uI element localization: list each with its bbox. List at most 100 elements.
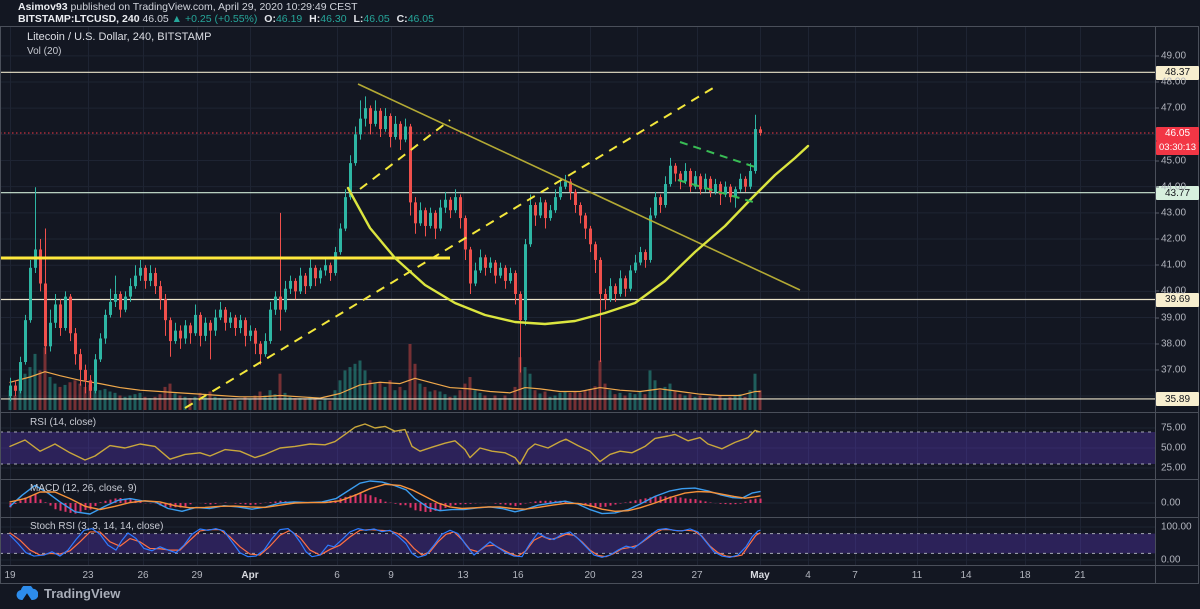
candlestick [439, 207, 442, 229]
volume-bar [313, 399, 317, 410]
candlestick [469, 249, 472, 284]
volume-bar [373, 383, 377, 410]
volume-bar [228, 400, 232, 410]
candlestick [264, 341, 267, 355]
candlestick [584, 215, 587, 229]
volume-bar [543, 391, 547, 410]
drawing-dashed-trendline-short [359, 119, 451, 190]
candlestick [229, 317, 232, 323]
candlestick [714, 184, 717, 192]
volume-bar [243, 396, 247, 410]
volume-bar [203, 396, 207, 410]
tradingview-brand-link[interactable]: TradingView [16, 586, 120, 601]
volume-bar [558, 392, 562, 410]
volume-bar [133, 394, 137, 410]
candlestick [94, 359, 97, 391]
candlestick [649, 215, 652, 260]
time-axis[interactable] [0, 566, 1200, 584]
volume-bar [553, 395, 557, 410]
candlestick [424, 210, 427, 226]
volume-bar [523, 367, 527, 410]
candlestick [204, 322, 207, 336]
candlestick [559, 186, 562, 198]
candlestick [389, 116, 392, 137]
volume-bar [463, 383, 467, 410]
candlestick [604, 293, 607, 300]
candlestick [674, 165, 677, 174]
volume-bar [743, 396, 747, 410]
candlestick [444, 199, 447, 208]
volume-bar [758, 390, 762, 410]
volume-bar [738, 394, 742, 410]
high-label: H: [309, 13, 321, 25]
volume-bar [288, 396, 292, 410]
volume-bar [378, 382, 382, 410]
candlestick [99, 338, 102, 360]
candlestick [634, 262, 637, 271]
candlestick [609, 286, 612, 300]
candlestick [184, 325, 187, 339]
candlestick [104, 314, 107, 339]
macd-line [9, 480, 761, 515]
symbol-line: BITSTAMP:LTCUSD, 240 46.05 ▲ +0.25 (+0.5… [18, 13, 434, 25]
volume-bar [48, 377, 52, 410]
stoch-k-line [9, 528, 761, 558]
high-value: 46.30 [320, 13, 347, 25]
candlestick [554, 197, 557, 211]
candlestick [124, 296, 127, 310]
candlestick [314, 267, 317, 279]
volume-bar [213, 396, 217, 410]
volume-bar [573, 391, 577, 410]
candlestick [134, 275, 137, 287]
volume-bar [388, 380, 392, 410]
candlestick [54, 304, 57, 323]
volume-bar [328, 400, 332, 410]
drawing-descending-trendline [357, 83, 801, 291]
candlestick [654, 197, 657, 216]
volume-bar [248, 399, 252, 410]
candlestick [349, 163, 352, 198]
candlestick [379, 110, 382, 130]
volume-bar [473, 390, 477, 410]
volume-bar [603, 383, 607, 410]
volume-bar [23, 373, 27, 410]
candlestick [214, 317, 217, 331]
candlestick [504, 267, 507, 281]
publish-header: Asimov93 published on TradingView.com, A… [18, 1, 434, 25]
candlestick [279, 296, 282, 310]
volume-bar [303, 399, 307, 410]
close-label: C: [396, 13, 408, 25]
candlestick [709, 178, 712, 192]
volume-bar [593, 386, 597, 410]
candlestick [399, 123, 402, 140]
candlestick [44, 283, 47, 347]
candlestick [269, 309, 272, 342]
candlestick [209, 322, 212, 331]
candlestick [119, 293, 122, 310]
price-axis[interactable] [1155, 26, 1200, 566]
close-value: 46.05 [407, 13, 434, 25]
volume-bar [153, 396, 157, 410]
volume-bar [28, 367, 32, 410]
volume-bar [433, 390, 437, 410]
candlestick [239, 320, 242, 328]
candlestick [219, 309, 222, 318]
volume-bar [78, 383, 82, 410]
candlestick [304, 275, 307, 287]
candlestick [514, 273, 517, 294]
volume-bar [698, 395, 702, 410]
volume-bar [508, 398, 512, 410]
volume-bar [478, 392, 482, 410]
volume-bar [638, 391, 642, 410]
volume-bar [238, 400, 242, 410]
candlestick [684, 170, 687, 182]
volume-bar [223, 399, 227, 410]
candlestick [404, 126, 407, 140]
candlestick [464, 218, 467, 250]
candlestick [194, 314, 197, 334]
chart-plot-area[interactable] [0, 26, 1155, 566]
candlestick [24, 320, 27, 363]
candlestick [659, 197, 662, 205]
volume-bar [723, 398, 727, 410]
rsi-band [0, 432, 1155, 464]
